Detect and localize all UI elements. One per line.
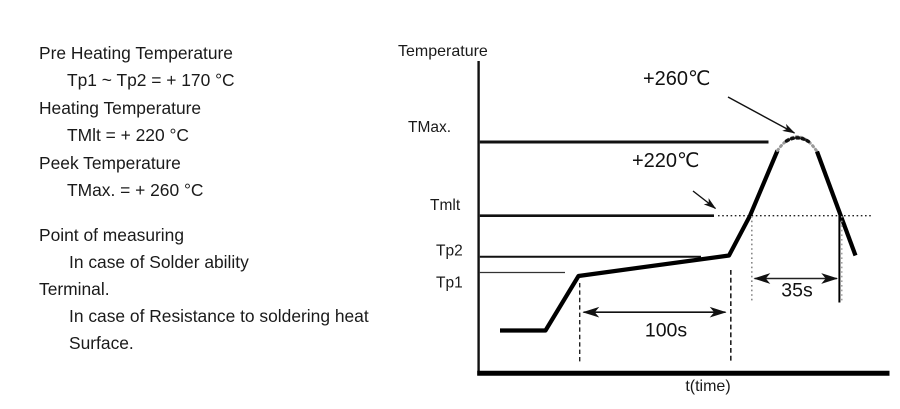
- x-axis-label: t(time): [685, 378, 730, 395]
- y-axis-label: Temperature: [398, 43, 488, 60]
- spec-text-block: Pre Heating Temperature Tp1 ~ Tp2 = + 17…: [39, 40, 235, 204]
- preheat-duration-label: 100s: [645, 320, 688, 342]
- tmax-tick-label: TMax.: [408, 119, 451, 136]
- spec-line-tmax-value: TMax. = + 260 °C: [67, 180, 204, 201]
- profile-curve-fall: [815, 150, 858, 257]
- melt-temp-label: +220℃: [632, 150, 700, 172]
- tp2-tick-label: Tp2: [436, 243, 463, 260]
- melt-temp-pointer-arrow: [692, 190, 717, 210]
- profile-curve-rise: [500, 149, 780, 333]
- measure-line-surface: Surface.: [69, 333, 134, 353]
- measure-line-solderability: In case of Solder ability: [69, 252, 249, 272]
- spec-line-peek: Peek Temperature: [39, 152, 181, 173]
- profile-peak-arc-dark-dots: [784, 136, 811, 144]
- measure-line-resistance: In case of Resistance to soldering heat: [69, 306, 369, 326]
- measure-line-point: Point of measuring: [39, 225, 185, 245]
- spec-line-heating: Heating Temperature: [39, 97, 202, 118]
- tmlt-tick-label: Tmlt: [430, 197, 461, 214]
- peak-temp-label: +260℃: [643, 68, 711, 90]
- spec-line-tmlt-value: TMlt = + 220 °C: [67, 125, 189, 146]
- peak-temp-pointer-arrow: [727, 96, 796, 134]
- spec-line-tp1-tp2-value: Tp1 ~ Tp2 = + 170 °C: [67, 70, 235, 91]
- spec-line-pre-heating: Pre Heating Temperature: [39, 43, 233, 63]
- peak-duration-label: 35s: [781, 280, 813, 302]
- measuring-text-block: Point of measuring In case of Solder abi…: [39, 222, 369, 357]
- measure-line-terminal: Terminal.: [39, 279, 110, 299]
- tp1-tick-label: Tp1: [436, 275, 463, 292]
